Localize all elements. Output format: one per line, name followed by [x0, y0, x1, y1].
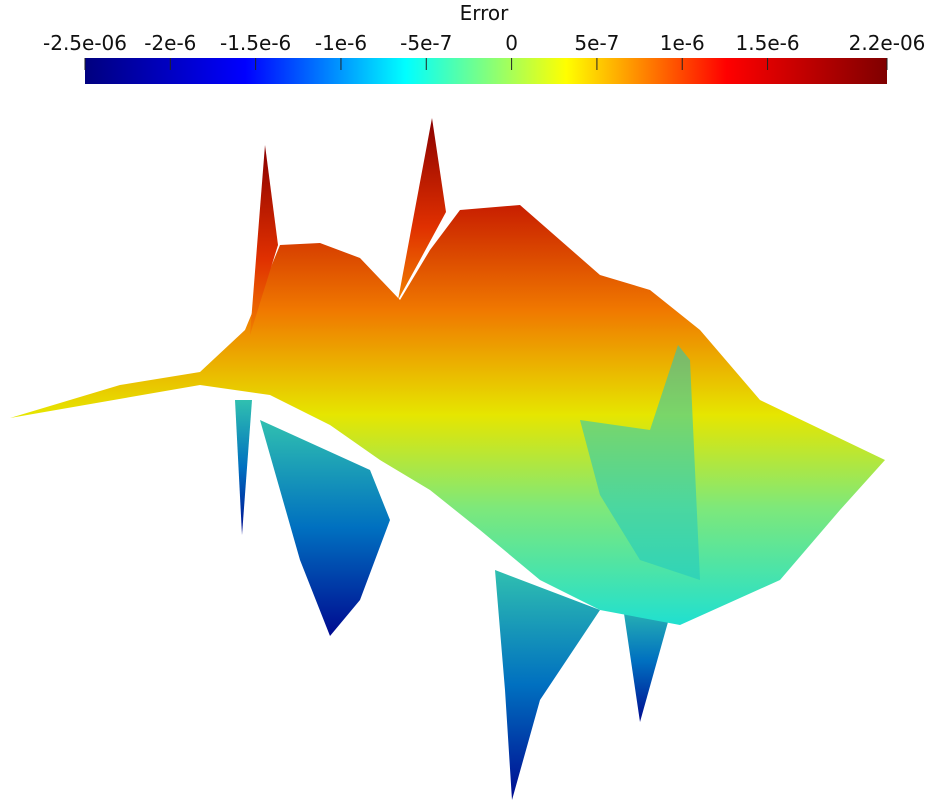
tick-label: -1e-6 — [315, 31, 367, 55]
tick-label: 2.2e-06 — [849, 31, 926, 55]
tick-label: 5e-7 — [574, 31, 619, 55]
tick-label: -1.5e-6 — [220, 31, 291, 55]
colorbar — [85, 58, 887, 84]
colorbar-title: Error — [460, 1, 510, 25]
tick-label: -2e-6 — [144, 31, 196, 55]
render-view: Error -2.5e-06 -2e-6 -1.5e-6 -1e-6 -5e-7 0 5e-… — [0, 0, 931, 805]
tick-label: 1e-6 — [660, 31, 705, 55]
trough — [495, 570, 600, 800]
tick-label: 0 — [505, 31, 518, 55]
surface-sheet — [10, 205, 885, 625]
surface — [10, 118, 885, 800]
tick-label: -5e-7 — [400, 31, 452, 55]
tick-label: -2.5e-06 — [43, 31, 127, 55]
trough — [235, 400, 252, 535]
tick-label: 1.5e-6 — [736, 31, 800, 55]
